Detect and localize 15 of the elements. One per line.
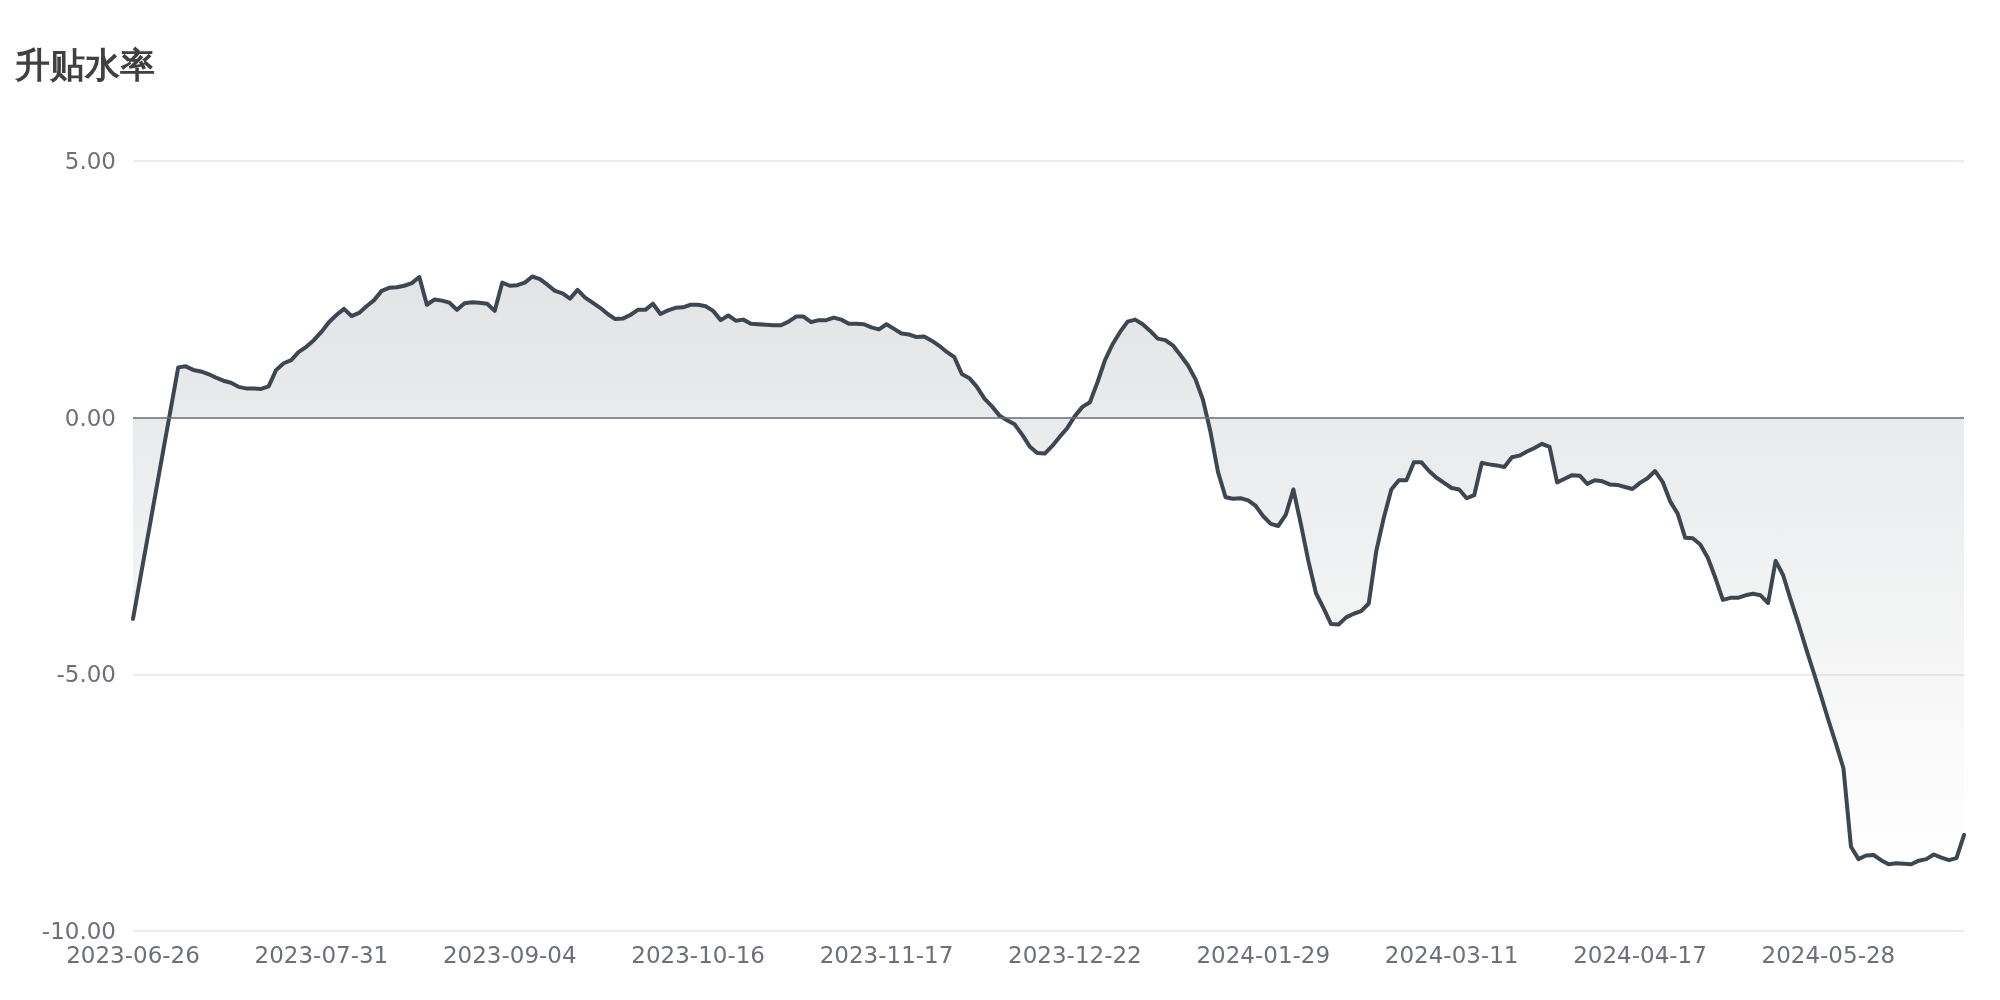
x-tick-label: 2024-03-11: [1384, 941, 1519, 968]
x-tick-label: 2024-04-17: [1573, 941, 1707, 968]
x-tick-label: 2023-11-17: [819, 941, 954, 968]
y-tick-label: 5.00: [64, 148, 116, 174]
x-tick-label: 2024-05-28: [1761, 941, 1896, 968]
chart-title: 升贴水率: [14, 44, 155, 85]
y-tick-label: 0.00: [64, 404, 116, 431]
x-tick-label: 2023-07-31: [254, 941, 389, 968]
y-tick-label: -10.00: [41, 918, 116, 944]
x-tick-label: 2023-06-26: [66, 941, 200, 968]
x-tick-label: 2023-12-22: [1008, 941, 1142, 968]
x-tick-label: 2023-09-04: [442, 941, 577, 968]
x-tick-label: 2023-10-16: [631, 941, 765, 968]
x-tick-label: 2024-01-29: [1196, 941, 1331, 968]
y-tick-label: -5.00: [56, 661, 116, 688]
